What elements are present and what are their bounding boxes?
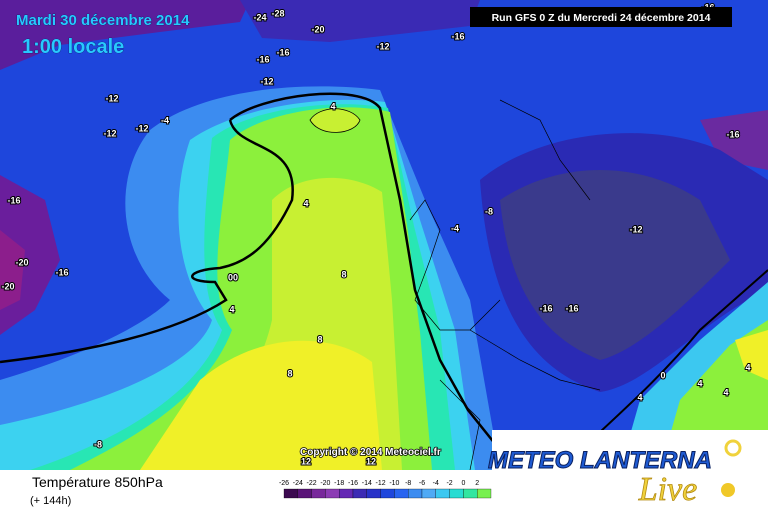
scale-swatch	[339, 488, 354, 499]
forecast-date: Mardi 30 décembre 2014	[16, 12, 190, 29]
scale-label: -4	[433, 480, 439, 487]
contour-label: 4	[745, 362, 750, 372]
contour-label: -20	[1, 281, 14, 291]
logo-box	[492, 430, 768, 512]
scale-label: -26	[279, 480, 289, 487]
scale-swatch	[297, 488, 312, 499]
copyright: Copyright © 2014 Meteociel.fr	[300, 447, 441, 458]
lead-time: (+ 144h)	[30, 495, 71, 507]
contour-label: -16	[256, 54, 269, 64]
scale-label: -18	[334, 480, 344, 487]
scale-label: -12	[376, 480, 386, 487]
scale-swatch	[311, 488, 326, 499]
contour-label: -28	[271, 8, 284, 18]
scale-label: -22	[307, 480, 317, 487]
scale-label: -10	[389, 480, 399, 487]
contour-label: -8	[94, 439, 102, 449]
scale-swatch	[394, 488, 409, 499]
map-field	[0, 0, 768, 471]
contour-label: 4	[229, 304, 234, 314]
contour-label: -16	[7, 195, 20, 205]
scale-label: -20	[320, 480, 330, 487]
contour-label: 4	[697, 378, 702, 388]
scale-swatch	[325, 488, 340, 499]
contour-label: -24	[253, 12, 266, 22]
forecast-time: 1:00 locale	[22, 36, 124, 58]
run-box	[470, 7, 732, 27]
contour-label: -12	[135, 123, 148, 133]
scale-swatch	[380, 488, 395, 499]
contour-label: -16	[276, 47, 289, 57]
contour-label: -4	[451, 223, 459, 233]
contour-label: 4	[637, 392, 642, 402]
map-title: Température 850hPa	[32, 474, 163, 490]
scale-swatch	[463, 488, 478, 499]
contour-label: 0	[660, 370, 665, 380]
contour-label: -16	[539, 303, 552, 313]
contour-label: 4	[330, 101, 335, 111]
scale-swatch	[408, 488, 423, 499]
scale-label: 2	[475, 480, 479, 487]
scale-label: -2	[446, 480, 452, 487]
scale-label: -8	[405, 480, 411, 487]
scale-label: 0	[461, 480, 465, 487]
scale-swatch	[366, 488, 381, 499]
contour-label: -12	[105, 93, 118, 103]
scale-swatch	[352, 488, 367, 499]
contour-label: -8	[485, 206, 493, 216]
contour-label: 8	[317, 334, 322, 344]
brand-script: Live	[638, 471, 698, 508]
brand: METEO LANTERNA	[488, 447, 712, 474]
contour-label: 8	[341, 269, 346, 279]
scale-label: -24	[293, 480, 303, 487]
contour-label: -16	[565, 303, 578, 313]
contour-label: -12	[376, 41, 389, 51]
contour-label: 4	[303, 198, 308, 208]
contour-label: -20	[15, 257, 28, 267]
scale-label: -6	[419, 480, 425, 487]
contour-label: 00	[228, 272, 238, 282]
scale-swatch	[477, 488, 492, 499]
contour-label: 4	[723, 387, 728, 397]
scale-swatch	[421, 488, 436, 499]
scale-label: -16	[348, 480, 358, 487]
contour-label: -20	[311, 24, 324, 34]
contour-label: -12	[629, 224, 642, 234]
scale-swatch	[283, 488, 298, 499]
contour-label: -12	[260, 76, 273, 86]
scale-swatch	[435, 488, 450, 499]
contour-label: 12	[366, 456, 376, 466]
contour-label: 12	[301, 456, 311, 466]
color-scale: -26 -24 -22 -20 -18 -16 -14 -12 -10 -8 -6 -4 -2 0 2	[279, 480, 492, 499]
contour-label: -12	[103, 128, 116, 138]
contour-labels: -24 -28-20-16-12-16-16-12-12-12 -12-44-16-…	[0, 1, 751, 467]
scale-swatch	[449, 488, 464, 499]
logo-sun	[721, 483, 735, 497]
contour-label: -16	[55, 267, 68, 277]
scale-label: -14	[362, 480, 372, 487]
contour-label: 8	[287, 368, 292, 378]
contour-label: -4	[161, 115, 169, 125]
contour-label: -16	[451, 31, 464, 41]
contour-label: -16	[726, 129, 739, 139]
run-info: Run GFS 0 Z du Mercredi 24 décembre 2014	[492, 12, 711, 24]
logo-pin	[724, 439, 742, 457]
